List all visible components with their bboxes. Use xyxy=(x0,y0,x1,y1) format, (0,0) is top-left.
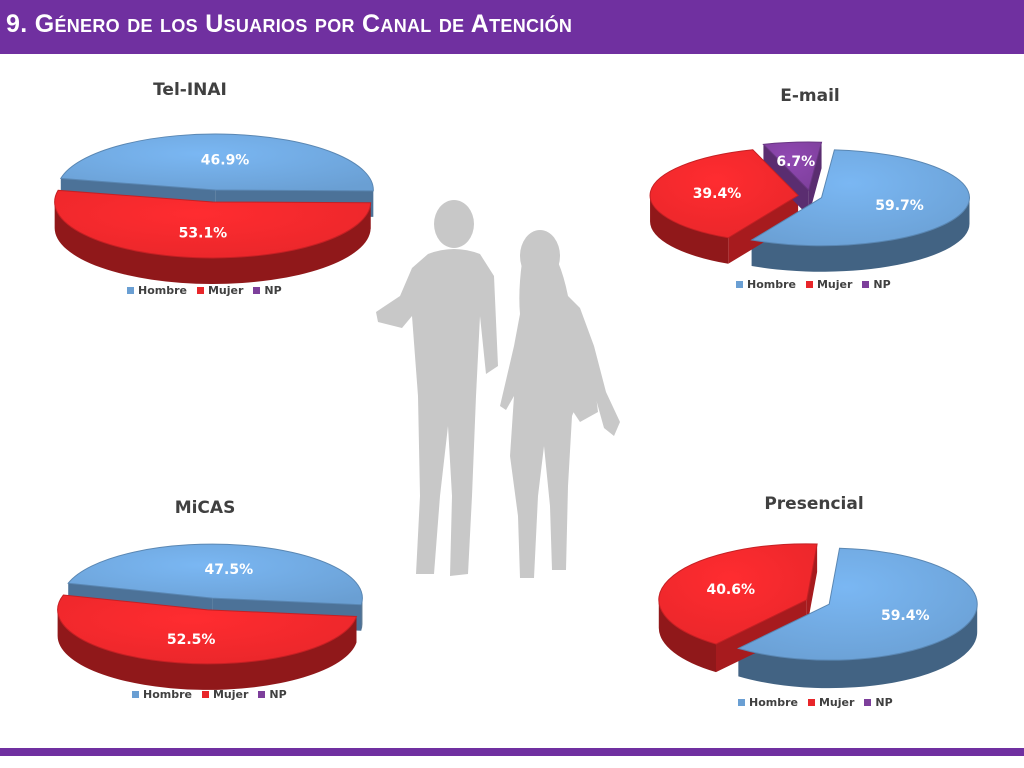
legend-swatch-icon xyxy=(196,287,204,294)
chart-title: MiCAS xyxy=(174,498,236,518)
legend-swatch-icon xyxy=(864,699,872,706)
legend-label: Hombre xyxy=(747,278,796,291)
chart-legend: Hombre Mujer NP xyxy=(738,696,893,709)
couple-walking-silhouette-icon xyxy=(376,200,620,578)
legend-item-mujer: Mujer xyxy=(196,284,244,297)
pie-data-label: 52.5% xyxy=(167,632,216,648)
bottom-accent-bar xyxy=(0,748,1024,756)
pie-data-label: 53.1% xyxy=(179,226,228,242)
pie-slice-side xyxy=(650,195,729,264)
pie-slice-side xyxy=(54,201,371,284)
chart-legend: Hombre Mujer NP xyxy=(132,688,287,701)
pie-slice-wall xyxy=(715,599,807,673)
legend-swatch-icon xyxy=(862,281,870,288)
legend-item-hombre: Hombre xyxy=(738,696,798,709)
pie-slice-top-np xyxy=(762,141,823,192)
pie-slice-side xyxy=(738,604,978,689)
slide-title: 9. Género de los Usuarios por Canal de A… xyxy=(6,10,573,38)
legend-item-mujer: Mujer xyxy=(807,696,855,709)
legend-item-np: NP xyxy=(258,688,287,701)
pie-chart-plot: 47.5% 52.5% xyxy=(57,543,363,690)
legend-swatch-icon xyxy=(201,691,209,698)
legend-label: NP xyxy=(875,696,893,709)
chart-legend: Hombre Mujer NP xyxy=(127,284,282,297)
pie-slice-np xyxy=(763,142,822,217)
pie-slice-top-mujer xyxy=(649,149,799,239)
legend-label: Mujer xyxy=(818,696,855,709)
pie-data-label: 40.6% xyxy=(706,582,755,598)
legend-label: Mujer xyxy=(816,278,853,291)
chart-legend: Hombre Mujer NP xyxy=(736,278,891,291)
pie-chart-plot: 59.4% 40.6% xyxy=(658,543,978,689)
legend-label: NP xyxy=(873,278,891,291)
legend-item-np: NP xyxy=(864,696,893,709)
pie-data-label: 6.7% xyxy=(776,154,815,170)
pie-data-label: 46.9% xyxy=(201,152,250,168)
chart-title: Tel-INAI xyxy=(153,80,227,100)
pie-slice-side xyxy=(57,609,357,690)
legend-label: NP xyxy=(264,284,282,297)
legend-item-mujer: Mujer xyxy=(201,688,249,701)
pie-slice-wall xyxy=(763,144,809,217)
legend-swatch-icon xyxy=(258,691,266,698)
chart-micas: MiCAS 47.5% 52.5% Hombre Mujer NP xyxy=(40,496,390,716)
chart-title: E-mail xyxy=(780,86,840,106)
pie-data-label: 59.7% xyxy=(875,198,924,214)
legend-item-mujer: Mujer xyxy=(805,278,853,291)
legend-swatch-icon xyxy=(807,699,815,706)
pie-slice-wall xyxy=(808,142,822,217)
pie-slice-top-hombre xyxy=(59,133,374,192)
legend-item-np: NP xyxy=(862,278,891,291)
legend-item-hombre: Hombre xyxy=(127,284,187,297)
legend-swatch-icon xyxy=(132,691,139,698)
legend-swatch-icon xyxy=(738,699,745,706)
legend-label: Mujer xyxy=(207,284,244,297)
chart-title: Presencial xyxy=(764,494,864,514)
legend-label: Hombre xyxy=(749,696,798,709)
pie-chart-plot: 46.9% 53.1% xyxy=(54,133,374,284)
pie-slice-side xyxy=(658,599,716,673)
legend-item-np: NP xyxy=(253,284,282,297)
pie-slice-top-hombre xyxy=(737,547,978,661)
legend-label: Hombre xyxy=(143,688,192,701)
pie-data-label: 59.4% xyxy=(881,608,930,624)
pie-slice-top-hombre xyxy=(750,149,970,247)
pie-data-label: 47.5% xyxy=(205,562,254,578)
legend-item-hombre: Hombre xyxy=(736,278,796,291)
pie-slice-wall xyxy=(728,195,799,264)
pie-slice-top-mujer xyxy=(658,543,818,645)
pie-slice-top-hombre xyxy=(67,543,363,606)
legend-label: Hombre xyxy=(138,284,187,297)
pie-slice-mujer xyxy=(658,543,818,673)
pie-chart-plot: 59.7% 39.4% 6.7% xyxy=(649,141,970,272)
title-bar: 9. Género de los Usuarios por Canal de A… xyxy=(0,0,1024,54)
chart-email: E-mail 59.7% 39.4% 6.7% Hombre Mujer NP xyxy=(649,84,990,304)
pie-slice-side xyxy=(361,598,363,631)
pie-slice-top-mujer xyxy=(57,594,358,665)
legend-swatch-icon xyxy=(805,281,813,288)
pie-slice-wall xyxy=(806,543,818,628)
pie-slice-top-mujer xyxy=(54,189,372,259)
legend-item-hombre: Hombre xyxy=(132,688,192,701)
pie-slice-side xyxy=(751,197,970,272)
legend-swatch-icon xyxy=(253,287,261,294)
chart-presencial: Presencial 59.4% 40.6% Hombre Mujer NP xyxy=(652,492,992,722)
legend-label: Mujer xyxy=(212,688,249,701)
chart-tel-inai: Tel-INAI 46.9% 53.1% Hombre Mujer NP xyxy=(30,76,400,306)
pie-data-label: 39.4% xyxy=(693,186,742,202)
legend-swatch-icon xyxy=(127,287,134,294)
legend-label: NP xyxy=(269,688,287,701)
legend-swatch-icon xyxy=(736,281,743,288)
